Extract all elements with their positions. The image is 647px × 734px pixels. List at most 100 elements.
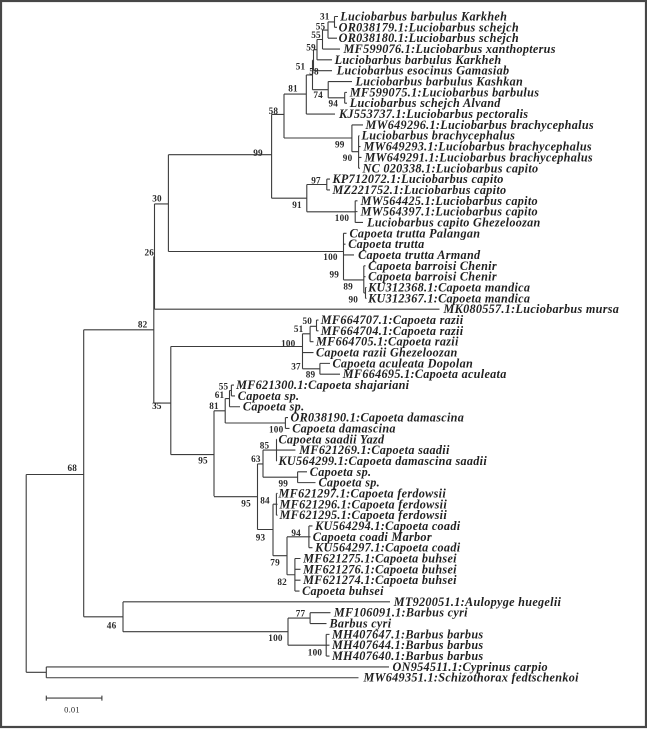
svg-text:KJ553737.1:Luciobarbus pectora: KJ553737.1:Luciobarbus pectoralis xyxy=(338,107,528,121)
svg-text:Capoeta saadii Yazd: Capoeta saadii Yazd xyxy=(279,432,386,446)
svg-text:Capoeta damascina: Capoeta damascina xyxy=(292,421,396,435)
svg-text:KU564299.1:Capoeta damascina s: KU564299.1:Capoeta damascina saadii xyxy=(278,454,488,468)
svg-text:MW649293.1:Luciobarbus brachyc: MW649293.1:Luciobarbus brachycephalus xyxy=(363,140,592,154)
svg-text:100: 100 xyxy=(335,213,350,223)
svg-text:MF106091.1:Barbus cyri: MF106091.1:Barbus cyri xyxy=(333,606,468,620)
svg-text:ON954511.1:Cyprinus carpio: ON954511.1:Cyprinus carpio xyxy=(393,660,548,674)
svg-text:MH407640.1:Barbus barbus: MH407640.1:Barbus barbus xyxy=(331,649,483,663)
svg-text:26: 26 xyxy=(145,247,155,257)
svg-text:99: 99 xyxy=(253,148,263,158)
svg-text:MF599075.1:Luciobarbus barbulu: MF599075.1:Luciobarbus barbulus xyxy=(349,85,539,99)
svg-text:NC 020338.1:Luciobarbus capito: NC 020338.1:Luciobarbus capito xyxy=(362,161,539,175)
svg-text:Capoeta sp.: Capoeta sp. xyxy=(243,400,305,414)
svg-text:Capoeta aculeata Dopolan: Capoeta aculeata Dopolan xyxy=(333,356,474,370)
svg-text:Capoeta sp.: Capoeta sp. xyxy=(238,389,300,403)
svg-text:OR038180.1:Luciobarbus schejch: OR038180.1:Luciobarbus schejch xyxy=(339,31,519,45)
svg-text:MF621295.1:Capoeta ferdowsii: MF621295.1:Capoeta ferdowsii xyxy=(279,508,448,522)
svg-text:Luciobarbus barbulus Karkheh: Luciobarbus barbulus Karkheh xyxy=(339,10,507,24)
svg-text:37: 37 xyxy=(291,362,301,372)
svg-text:Luciobarbus brachycephalus: Luciobarbus brachycephalus xyxy=(361,129,516,143)
svg-text:99: 99 xyxy=(335,140,345,150)
svg-text:58: 58 xyxy=(309,66,319,76)
svg-text:MF621275.1:Capoeta buhsei: MF621275.1:Capoeta buhsei xyxy=(302,552,457,566)
svg-text:58: 58 xyxy=(269,106,279,116)
svg-text:MZ221752.1:Luciobarbus capito: MZ221752.1:Luciobarbus capito xyxy=(332,183,507,197)
svg-text:81: 81 xyxy=(288,84,298,94)
svg-text:Luciobarbus schejch Alvand: Luciobarbus schejch Alvand xyxy=(349,96,502,110)
svg-text:MF664705.1:Capoeta razii: MF664705.1:Capoeta razii xyxy=(315,335,459,349)
svg-text:79: 79 xyxy=(270,557,280,567)
svg-text:68: 68 xyxy=(68,463,78,473)
svg-text:Luciobarbus barbulus Kashkan: Luciobarbus barbulus Kashkan xyxy=(355,75,524,89)
svg-text:55: 55 xyxy=(311,30,321,40)
svg-text:51: 51 xyxy=(294,324,304,334)
svg-text:81: 81 xyxy=(209,401,219,411)
svg-text:Capoeta sp.: Capoeta sp. xyxy=(310,465,372,479)
svg-text:Luciobarbus capito Ghezeloozan: Luciobarbus capito Ghezeloozan xyxy=(366,215,541,229)
svg-text:Capoeta barroisi Chenir: Capoeta barroisi Chenir xyxy=(368,259,497,273)
svg-text:Capoeta razii Ghezeloozan: Capoeta razii Ghezeloozan xyxy=(316,346,458,360)
svg-text:55: 55 xyxy=(219,381,229,391)
svg-text:MF599076.1:Luciobarbus xanthop: MF599076.1:Luciobarbus xanthopterus xyxy=(343,42,556,56)
svg-text:Capoeta coadi Marbor: Capoeta coadi Marbor xyxy=(313,530,432,544)
svg-text:MF621296.1:Capoeta ferdowsii: MF621296.1:Capoeta ferdowsii xyxy=(279,497,448,511)
svg-text:94: 94 xyxy=(329,99,339,109)
svg-text:100: 100 xyxy=(323,252,338,262)
svg-text:MF621269.1:Capoeta saadii: MF621269.1:Capoeta saadii xyxy=(298,443,450,457)
svg-text:KU312367.1:Capoeta mandica: KU312367.1:Capoeta mandica xyxy=(367,291,530,305)
svg-text:51: 51 xyxy=(296,61,306,71)
svg-text:MW649296.1:Luciobarbus brachyc: MW649296.1:Luciobarbus brachycephalus xyxy=(365,118,594,132)
svg-text:100: 100 xyxy=(269,424,284,434)
svg-text:MF664704.1:Capoeta razii: MF664704.1:Capoeta razii xyxy=(320,324,464,338)
svg-text:MH407647.1:Barbus barbus: MH407647.1:Barbus barbus xyxy=(331,627,483,641)
svg-text:MW649291.1:Luciobarbus brachyc: MW649291.1:Luciobarbus brachycephalus xyxy=(364,150,593,164)
svg-text:MW564425.1:Luciobarbus capito: MW564425.1:Luciobarbus capito xyxy=(360,194,538,208)
svg-text:MF621276.1:Capoeta buhsei: MF621276.1:Capoeta buhsei xyxy=(302,562,457,576)
svg-text:MF621274.1:Capoeta buhsei: MF621274.1:Capoeta buhsei xyxy=(302,573,457,587)
svg-text:KP712072.1:Luciobarbus capito: KP712072.1:Luciobarbus capito xyxy=(332,172,504,186)
svg-text:Barbus cyri: Barbus cyri xyxy=(329,617,392,631)
svg-text:93: 93 xyxy=(256,532,266,542)
svg-text:85: 85 xyxy=(260,441,270,451)
svg-text:97: 97 xyxy=(311,176,321,186)
svg-text:82: 82 xyxy=(277,577,287,587)
svg-text:OR038190.1:Capoeta damascina: OR038190.1:Capoeta damascina xyxy=(291,411,465,425)
svg-text:MF621300.1:Capoeta shajariani: MF621300.1:Capoeta shajariani xyxy=(235,378,410,392)
svg-text:99: 99 xyxy=(279,479,289,489)
svg-text:99: 99 xyxy=(330,269,340,279)
svg-text:OR038179.1:Luciobarbus schejch: OR038179.1:Luciobarbus schejch xyxy=(339,20,519,34)
svg-text:46: 46 xyxy=(107,621,117,631)
svg-text:MT920051.1:Aulopyge huegelii: MT920051.1:Aulopyge huegelii xyxy=(393,595,562,609)
svg-text:Luciobarbus esocinus Gamasiab: Luciobarbus esocinus Gamasiab xyxy=(336,64,510,78)
svg-text:100: 100 xyxy=(281,338,296,348)
svg-text:Capoeta trutta: Capoeta trutta xyxy=(348,237,424,251)
svg-text:MK080557.1:Luciobarbus mursa: MK080557.1:Luciobarbus mursa xyxy=(443,302,620,316)
svg-text:35: 35 xyxy=(152,401,162,411)
svg-text:55: 55 xyxy=(316,22,326,32)
svg-text:84: 84 xyxy=(260,496,270,506)
svg-text:Luciobarbus barbulus Karkheh: Luciobarbus barbulus Karkheh xyxy=(334,53,502,67)
svg-text:30: 30 xyxy=(152,194,162,204)
svg-text:Capoeta buhsei: Capoeta buhsei xyxy=(302,584,384,598)
svg-text:90: 90 xyxy=(343,153,353,163)
svg-text:50: 50 xyxy=(303,316,313,326)
svg-text:59: 59 xyxy=(306,42,316,52)
svg-text:Capoeta barroisi Chenir: Capoeta barroisi Chenir xyxy=(368,270,497,284)
svg-text:MW564397.1:Luciobarbus capito: MW564397.1:Luciobarbus capito xyxy=(360,205,538,219)
svg-text:0.01: 0.01 xyxy=(64,705,80,715)
svg-text:MF664707.1:Capoeta razii: MF664707.1:Capoeta razii xyxy=(320,313,464,327)
svg-text:91: 91 xyxy=(292,200,302,210)
svg-text:MF664695.1:Capoeta aculeata: MF664695.1:Capoeta aculeata xyxy=(342,367,507,381)
svg-text:Capoeta trutta Armand: Capoeta trutta Armand xyxy=(358,248,481,262)
svg-text:MH407644.1:Barbus barbus: MH407644.1:Barbus barbus xyxy=(331,638,483,652)
svg-text:100: 100 xyxy=(308,648,323,658)
svg-text:Capoeta sp.: Capoeta sp. xyxy=(319,476,381,490)
svg-text:77: 77 xyxy=(296,609,306,619)
svg-text:90: 90 xyxy=(349,294,359,304)
svg-text:89: 89 xyxy=(343,281,353,291)
svg-text:82: 82 xyxy=(138,319,148,329)
svg-text:94: 94 xyxy=(291,528,301,538)
svg-text:95: 95 xyxy=(198,456,208,466)
svg-text:KU564297.1:Capoeta coadi: KU564297.1:Capoeta coadi xyxy=(314,541,461,555)
svg-text:61: 61 xyxy=(215,390,225,400)
